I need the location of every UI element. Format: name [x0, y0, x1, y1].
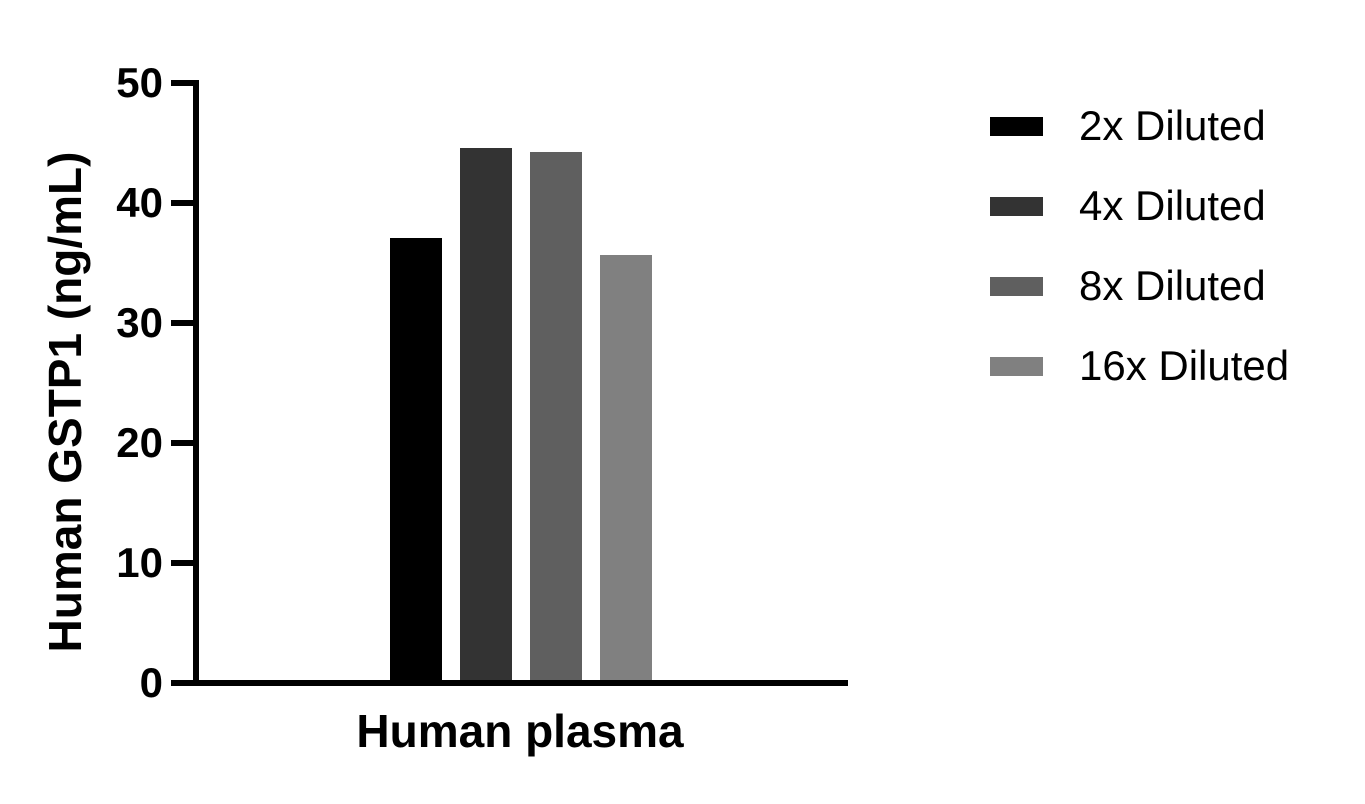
y-tick-mark-50	[171, 80, 193, 86]
legend-label-2x-diluted: 2x Diluted	[1079, 102, 1266, 149]
y-tick-mark-30	[171, 320, 193, 326]
y-tick-label-0: 0	[139, 659, 163, 706]
legend-item-8x-diluted: 8x Diluted	[990, 246, 1289, 326]
legend-item-16x-diluted: 16x Diluted	[990, 326, 1289, 406]
y-tick-label-40: 40	[116, 179, 163, 226]
legend-swatch-2x-diluted	[990, 116, 1043, 136]
legend-swatch-16x-diluted	[990, 356, 1043, 376]
legend-label-4x-diluted: 4x Diluted	[1079, 182, 1266, 229]
legend-item-4x-diluted: 4x Diluted	[990, 166, 1289, 246]
legend-swatch-8x-diluted	[990, 276, 1043, 296]
bar-2x-diluted	[390, 238, 442, 680]
legend-item-2x-diluted: 2x Diluted	[990, 86, 1289, 166]
y-tick-label-10: 10	[116, 539, 163, 586]
y-tick-label-30: 30	[116, 299, 163, 346]
legend: 2x Diluted 4x Diluted 8x Diluted 16x Dilute…	[990, 86, 1289, 406]
legend-label-16x-diluted: 16x Diluted	[1079, 342, 1290, 389]
y-tick-label-20: 20	[116, 419, 163, 466]
bar-4x-diluted	[460, 148, 512, 680]
x-axis-line	[193, 680, 848, 686]
bar-8x-diluted	[530, 152, 582, 680]
bar-16x-diluted	[600, 255, 652, 680]
legend-swatch-4x-diluted	[990, 196, 1043, 216]
y-tick-mark-10	[171, 560, 193, 566]
y-tick-mark-0	[171, 680, 193, 686]
y-tick-mark-20	[171, 440, 193, 446]
y-tick-mark-40	[171, 200, 193, 206]
x-category-label: Human plasma	[356, 705, 684, 757]
y-tick-label-50: 50	[116, 59, 163, 106]
y-axis-line	[193, 80, 199, 686]
legend-label-8x-diluted: 8x Diluted	[1079, 262, 1266, 309]
